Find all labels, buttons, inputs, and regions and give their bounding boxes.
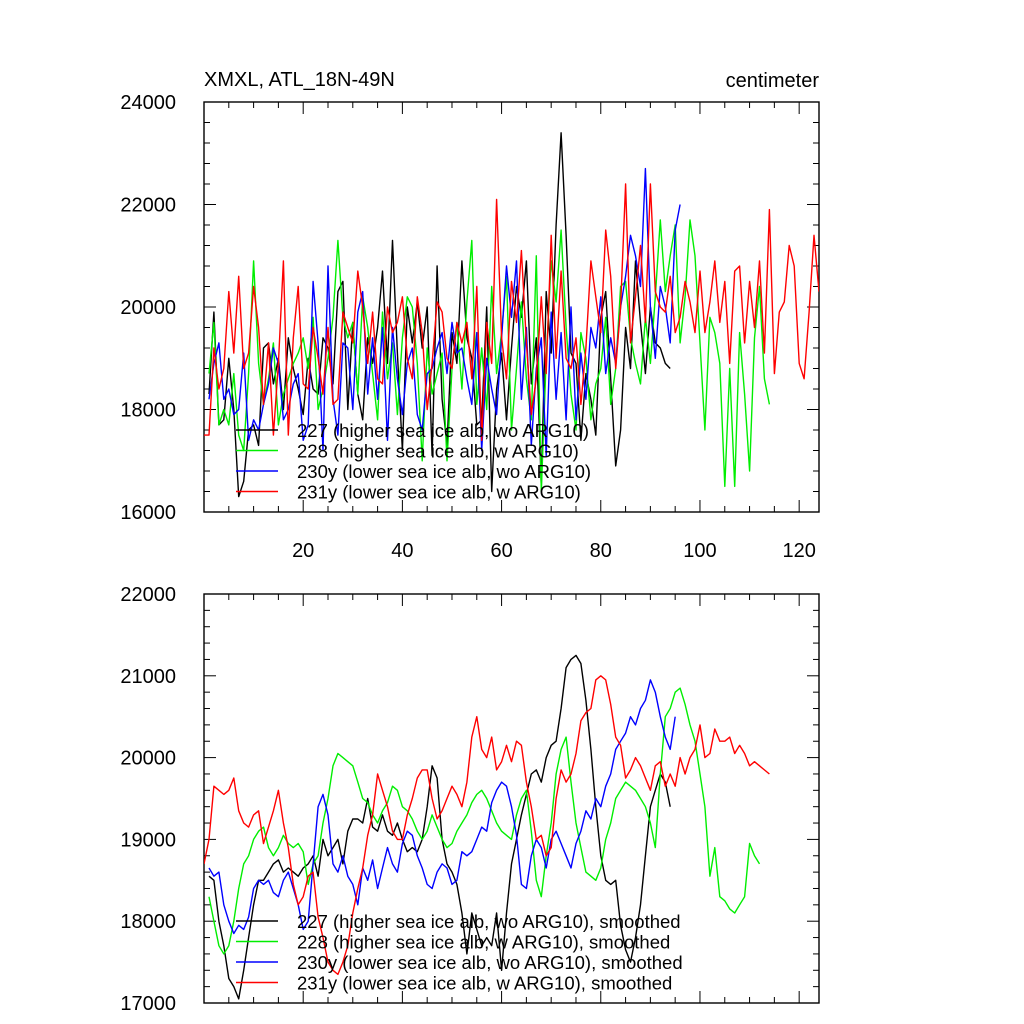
- legend-label: 231y (lower sea ice alb, w ARG10): [297, 482, 581, 503]
- series-line-230y: [208, 679, 676, 935]
- series-line-231y: [204, 675, 770, 976]
- x-tick-label: 20: [292, 540, 314, 562]
- figure-title: XMXL, ATL_18N-49N: [204, 69, 395, 91]
- legend-label: 230y (lower sea ice alb, wo ARG10): [297, 461, 591, 482]
- legend-label: 231y (lower sea ice alb, w ARG10), smoot…: [297, 973, 672, 994]
- series-line-228: [208, 687, 761, 955]
- y-tick-label: 17000: [120, 993, 176, 1015]
- y-tick-label: 20000: [120, 748, 176, 770]
- y-tick-label: 20000: [120, 297, 176, 319]
- x-tick-label: 40: [391, 540, 413, 562]
- bottom-chart-panel: 17000 18000 19000 20000 21000 22000 227 (highe…: [120, 584, 820, 1015]
- legend-label: 228 (higher sea ice alb, w ARG10): [297, 441, 579, 462]
- legend-label: 227 (higher sea ice alb, wo ARG10): [297, 420, 589, 441]
- plot-frame: [203, 593, 820, 1004]
- y-tick-label: 18000: [120, 400, 176, 422]
- x-tick-label: 80: [590, 540, 612, 562]
- legend-label: 230y (lower sea ice alb, wo ARG10), smoo…: [297, 952, 683, 973]
- y-tick-label: 16000: [120, 502, 176, 524]
- series-line-231y: [204, 183, 819, 441]
- series-line-227: [208, 654, 671, 1000]
- x-tick-label: 60: [490, 540, 512, 562]
- top-chart-panel: 16000 18000 20000 22000 24000 20 40 60 80 100 120 2…: [120, 92, 820, 562]
- legend-label: 227 (higher sea ice alb, wo ARG10), smoo…: [297, 911, 681, 932]
- x-tick-label: 100: [683, 540, 716, 562]
- series-line-227: [208, 132, 671, 498]
- y-tick-label: 22000: [120, 584, 176, 606]
- y-tick-label: 19000: [120, 829, 176, 851]
- units-label: centimeter: [726, 70, 820, 92]
- legend-label: 228 (higher sea ice alb, w ARG10), smoot…: [297, 932, 670, 953]
- y-tick-label: 18000: [120, 911, 176, 933]
- y-tick-label: 21000: [120, 666, 176, 688]
- y-tick-label: 24000: [120, 92, 176, 114]
- x-tick-label: 120: [782, 540, 815, 562]
- y-tick-label: 22000: [120, 195, 176, 217]
